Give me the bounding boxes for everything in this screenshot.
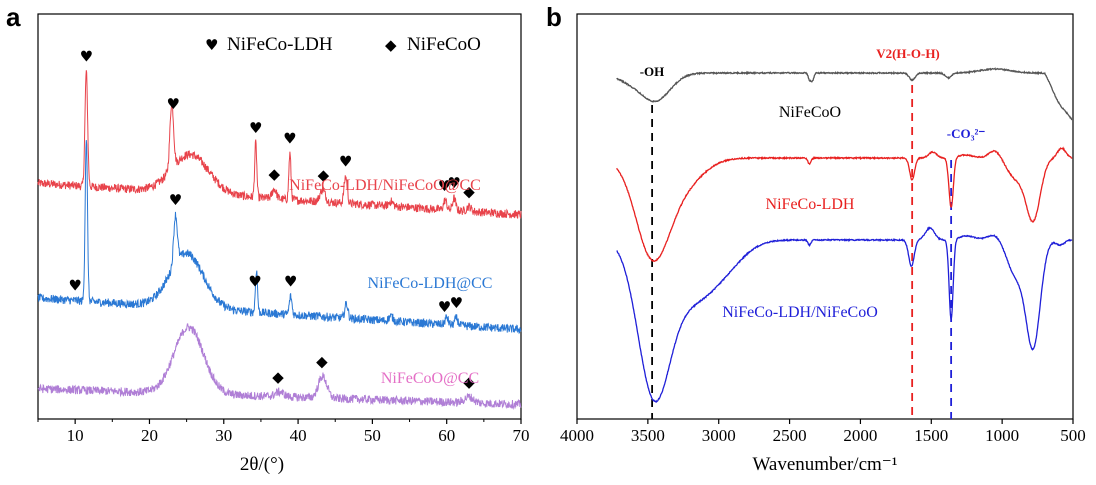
xrd-series-label: NiFeCo-LDH@CC: [368, 275, 493, 292]
ftir-x-axis-title: Wavenumber/cm⁻¹: [752, 454, 897, 475]
xrd-panel: a ♥ NiFeCo-LDH ◆ NiFeCoO ♥♥♥◆♥◆♥♥♥ ◆♥♥♥ ♥♥♥◆◆…: [6, 2, 530, 475]
xrd-x-tick-label: 60: [438, 426, 455, 445]
ftir-x-tick-label: 1000: [985, 426, 1019, 445]
ftir-x-ticks: 4000 3500 3000 2500 2000 1500 1000 500: [560, 419, 1086, 445]
ftir-series-label: NiFeCo-LDH: [766, 196, 855, 213]
xrd-series-label: NiFeCo-LDH/NiFeCoO@CC: [289, 177, 481, 194]
oxide-peak-marker: ◆: [272, 368, 284, 386]
legend-symbol: ♥: [205, 36, 218, 54]
xrd-x-ticks: 10 20 30 40 50 60 70: [37, 419, 530, 445]
ldh-peak-marker: ♥: [249, 119, 262, 137]
xrd-x-tick-label: 30: [215, 426, 232, 445]
ldh-peak-marker: ♥: [80, 48, 93, 66]
ftir-x-tick-label: 2500: [773, 426, 807, 445]
xrd-curves: [37, 70, 522, 410]
ldh-peak-marker: ♥: [447, 174, 460, 192]
ftir-x-tick-label: 3000: [702, 426, 736, 445]
ftir-curve: [616, 226, 1073, 403]
xrd-x-tick-label: 70: [513, 426, 530, 445]
legend-label: NiFeCoO: [407, 34, 481, 55]
xrd-series-label: NiFeCoO@CC: [381, 370, 479, 387]
xrd-series-labels: NiFeCo-LDH/NiFeCoO@CC NiFeCo-LDH@CC NiFeCo…: [289, 177, 492, 387]
ftir-band-label: V2(H-O-H): [876, 46, 940, 61]
ldh-peak-marker: ♥: [169, 191, 182, 209]
panel-label-b: b: [546, 2, 562, 32]
ldh-peak-marker: ♥: [284, 272, 297, 290]
ldh-peak-marker: ♥: [339, 153, 352, 171]
xrd-legend: ♥ NiFeCo-LDH ◆ NiFeCoO: [205, 34, 481, 55]
xrd-x-tick-label: 50: [364, 426, 381, 445]
ftir-x-tick-label: 3500: [631, 426, 665, 445]
ldh-peak-marker: ♥: [438, 298, 451, 316]
ftir-reference-lines: -OH V2(H-O-H) -CO₃²⁻: [640, 46, 986, 419]
ftir-band-label: -CO₃²⁻: [947, 126, 986, 141]
ftir-curves: [616, 67, 1073, 403]
legend-label: NiFeCo-LDH: [227, 34, 333, 55]
xrd-x-axis-title: 2θ/(°): [240, 454, 284, 475]
ftir-x-tick-label: 1500: [914, 426, 948, 445]
oxide-peak-marker: ◆: [316, 353, 328, 371]
xrd-x-tick-label: 10: [67, 426, 84, 445]
xrd-x-tick-label: 20: [141, 426, 158, 445]
ftir-series-labels: NiFeCoO NiFeCo-LDH NiFeCo-LDH/NiFeCoO: [722, 104, 878, 321]
ldh-peak-marker: ♥: [283, 130, 296, 148]
xrd-curve: [37, 140, 522, 335]
oxide-peak-marker: ◆: [463, 373, 475, 391]
ftir-series-label: NiFeCo-LDH/NiFeCoO: [722, 304, 878, 321]
ftir-plot-frame: [576, 13, 1074, 420]
xrd-curve: [37, 70, 522, 219]
xrd-curve: [37, 323, 522, 410]
xrd-legend-entry: ♥ NiFeCo-LDH: [205, 34, 333, 55]
xrd-legend-entry: ◆ NiFeCoO: [385, 34, 481, 55]
ldh-peak-marker: ♥: [450, 294, 463, 312]
ftir-series-label: NiFeCoO: [779, 104, 841, 121]
oxide-peak-marker: ◆: [269, 165, 281, 183]
xrd-peak-markers: ♥♥♥◆♥◆♥♥♥ ◆♥♥♥ ♥♥♥◆◆◆: [68, 48, 475, 391]
xrd-x-tick-label: 40: [290, 426, 307, 445]
xrd-plot-frame: [37, 13, 522, 420]
ftir-x-tick-label: 4000: [560, 426, 594, 445]
ftir-curve: [616, 146, 1073, 263]
ldh-peak-marker: ♥: [248, 273, 261, 291]
ftir-band-label: -OH: [640, 64, 665, 79]
ftir-curve: [616, 67, 1073, 121]
panel-label-a: a: [6, 2, 21, 32]
ldh-peak-marker: ♥: [438, 177, 451, 195]
oxide-peak-marker: ◆: [463, 182, 475, 200]
ftir-x-tick-label: 500: [1060, 426, 1086, 445]
ldh-peak-marker: ♥: [167, 95, 180, 113]
ldh-peak-marker: ♥: [68, 277, 81, 295]
legend-symbol: ◆: [385, 36, 397, 54]
oxide-peak-marker: ◆: [318, 166, 330, 184]
ftir-x-tick-label: 2000: [843, 426, 877, 445]
